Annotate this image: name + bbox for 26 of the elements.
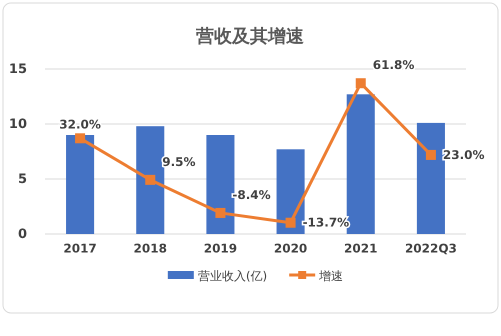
point bbox=[145, 174, 156, 185]
y-tick-label: 10 bbox=[8, 117, 27, 132]
legend-label: 增速 bbox=[318, 269, 344, 283]
y-tick-label: 0 bbox=[18, 227, 27, 242]
point bbox=[356, 78, 366, 88]
bar bbox=[276, 149, 305, 234]
x-tick-label: 2020 bbox=[274, 242, 308, 256]
legend-label: 营业收入(亿) bbox=[198, 269, 268, 283]
x-tick-label: 2021 bbox=[344, 242, 378, 256]
data-label: 61.8% bbox=[372, 58, 414, 72]
x-tick-label: 2017 bbox=[63, 242, 97, 256]
y-tick-label: 5 bbox=[18, 172, 27, 188]
point bbox=[426, 150, 436, 160]
data-label: 32.0% bbox=[59, 117, 101, 132]
point bbox=[286, 218, 296, 228]
bar bbox=[66, 135, 94, 234]
x-tick-label: 2019 bbox=[204, 242, 238, 256]
bar bbox=[136, 126, 164, 234]
x-tick-label: 2022Q3 bbox=[404, 242, 457, 256]
x-tick-label: 2018 bbox=[134, 242, 167, 256]
chart-title: 营收及其增速 bbox=[195, 26, 304, 47]
bar bbox=[206, 135, 234, 234]
point bbox=[215, 208, 226, 218]
y-tick-label: 15 bbox=[8, 62, 27, 78]
bar bbox=[416, 122, 445, 234]
point bbox=[75, 133, 86, 144]
